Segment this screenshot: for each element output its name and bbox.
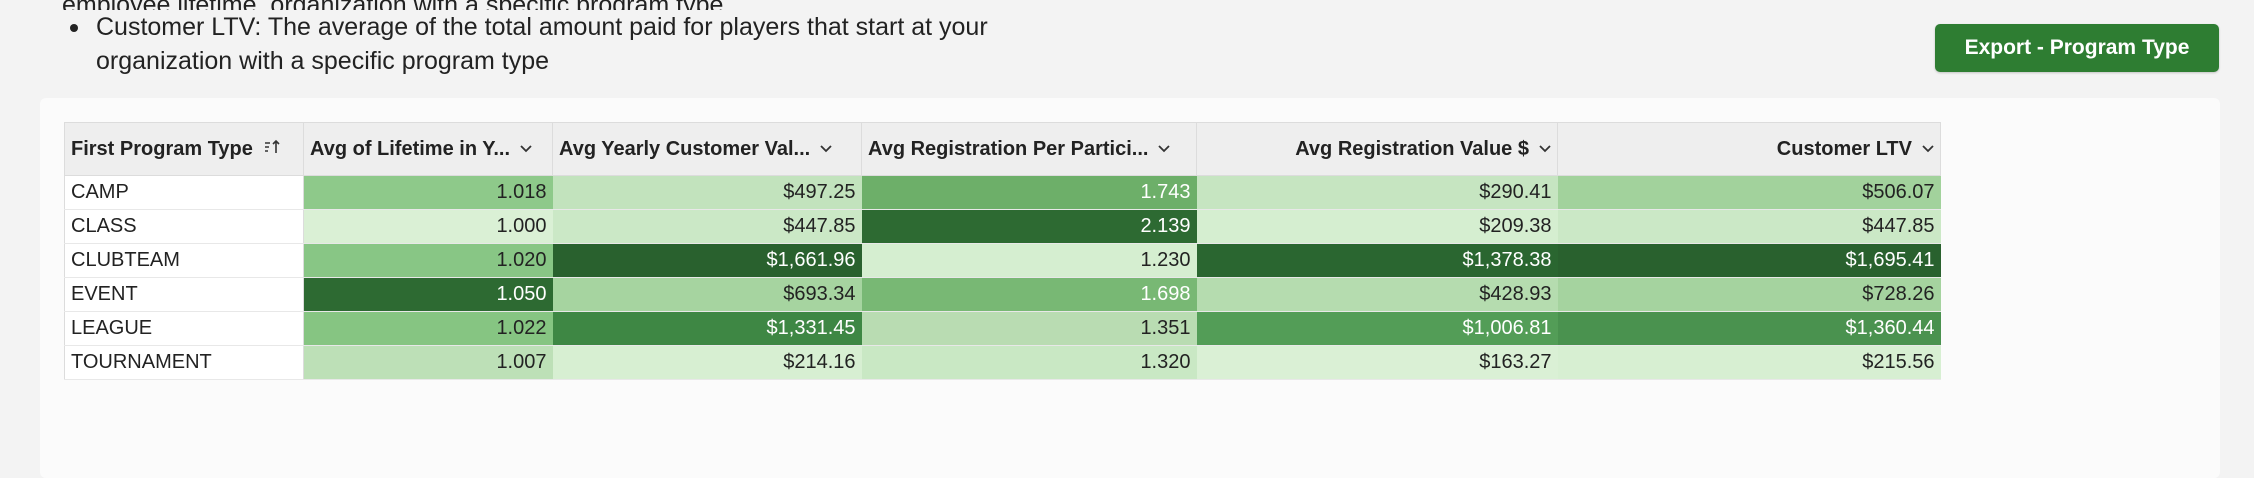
cell-lifetime: 1.022 (303, 311, 553, 346)
column-header-label: Avg of Lifetime in Y... (310, 137, 511, 160)
cell-reg-per-participant: 2.139 (861, 209, 1197, 244)
cell-reg-value: $209.38 (1196, 209, 1558, 244)
cell-reg-value: $428.93 (1196, 277, 1558, 312)
cell-ltv: $728.26 (1557, 277, 1941, 312)
cell-program-type: CLUBTEAM (64, 243, 304, 278)
program-type-table: First Program Type Avg of Lifetime in Y.… (64, 122, 1941, 380)
table-row: CLASS 1.000 $447.85 2.139 $209.38 $447.8… (64, 209, 1941, 244)
cell-reg-per-participant: 1.351 (861, 311, 1197, 346)
column-header-avg-registration-value[interactable]: Avg Registration Value $ (1196, 122, 1558, 176)
cell-lifetime: 1.018 (303, 175, 553, 210)
cell-ltv: $1,360.44 (1557, 311, 1941, 346)
cell-reg-per-participant: 1.743 (861, 175, 1197, 210)
description-list: Customer LTV: The average of the total a… (62, 10, 1062, 78)
column-header-label: Avg Registration Per Partici... (868, 137, 1149, 160)
column-header-customer-ltv[interactable]: Customer LTV (1557, 122, 1941, 176)
cell-yearly-value: $497.25 (552, 175, 862, 210)
table-row: CAMP 1.018 $497.25 1.743 $290.41 $506.07 (64, 175, 1941, 210)
table-row: LEAGUE 1.022 $1,331.45 1.351 $1,006.81 $… (64, 311, 1941, 346)
cell-ltv: $1,695.41 (1557, 243, 1941, 278)
chevron-down-icon[interactable] (1539, 141, 1551, 156)
cell-program-type: EVENT (64, 277, 304, 312)
table-panel: First Program Type Avg of Lifetime in Y.… (40, 98, 2220, 478)
cell-ltv: $215.56 (1557, 345, 1941, 380)
cell-lifetime: 1.050 (303, 277, 553, 312)
chevron-down-icon[interactable] (1158, 141, 1171, 156)
table-header-row: First Program Type Avg of Lifetime in Y.… (64, 122, 1941, 176)
cell-ltv: $506.07 (1557, 175, 1941, 210)
cell-lifetime: 1.020 (303, 243, 553, 278)
cell-reg-per-participant: 1.320 (861, 345, 1197, 380)
cell-yearly-value: $1,661.96 (552, 243, 862, 278)
table-body: CAMP 1.018 $497.25 1.743 $290.41 $506.07… (64, 175, 1941, 380)
table-row: CLUBTEAM 1.020 $1,661.96 1.230 $1,378.38… (64, 243, 1941, 278)
column-header-label: First Program Type (71, 137, 253, 160)
cell-reg-value: $290.41 (1196, 175, 1558, 210)
cell-reg-value: $1,006.81 (1196, 311, 1558, 346)
description-bullet: Customer LTV: The average of the total a… (70, 10, 1062, 78)
description-bullet-line2: organization with a specific program typ… (96, 47, 550, 75)
cell-yearly-value: $1,331.45 (552, 311, 862, 346)
chevron-down-icon[interactable] (520, 141, 532, 156)
cell-reg-per-participant: 1.230 (861, 243, 1197, 278)
chevron-down-icon[interactable] (1922, 141, 1934, 156)
column-header-avg-lifetime[interactable]: Avg of Lifetime in Y... (303, 122, 553, 176)
cell-reg-per-participant: 1.698 (861, 277, 1197, 312)
cell-program-type: CLASS (64, 209, 304, 244)
table-row: EVENT 1.050 $693.34 1.698 $428.93 $728.2… (64, 277, 1941, 312)
sort-ascending-icon[interactable] (263, 138, 281, 161)
column-header-first-program-type[interactable]: First Program Type (64, 122, 304, 176)
column-header-avg-registration-per-participant[interactable]: Avg Registration Per Partici... (861, 122, 1197, 176)
cell-program-type: CAMP (64, 175, 304, 210)
column-header-label: Avg Registration Value $ (1295, 137, 1529, 160)
column-header-label: Customer LTV (1776, 137, 1912, 160)
export-program-type-button[interactable]: Export - Program Type (1935, 24, 2219, 72)
cell-ltv: $447.85 (1557, 209, 1941, 244)
cell-program-type: TOURNAMENT (64, 345, 304, 380)
description-text: employee lifetime, organization with a s… (62, 0, 1062, 78)
cell-yearly-value: $693.34 (552, 277, 862, 312)
cell-program-type: LEAGUE (64, 311, 304, 346)
cell-reg-value: $1,378.38 (1196, 243, 1558, 278)
description-partial-line: employee lifetime, organization with a s… (62, 0, 1062, 10)
cell-lifetime: 1.000 (303, 209, 553, 244)
cell-yearly-value: $214.16 (552, 345, 862, 380)
column-header-avg-yearly-customer-value[interactable]: Avg Yearly Customer Val... (552, 122, 862, 176)
chevron-down-icon[interactable] (820, 141, 832, 156)
cell-lifetime: 1.007 (303, 345, 553, 380)
column-header-label: Avg Yearly Customer Val... (559, 137, 811, 160)
table-row: TOURNAMENT 1.007 $214.16 1.320 $163.27 $… (64, 345, 1941, 380)
cell-reg-value: $163.27 (1196, 345, 1558, 380)
cell-yearly-value: $447.85 (552, 209, 862, 244)
description-bullet-line1: Customer LTV: The average of the total a… (96, 13, 988, 41)
